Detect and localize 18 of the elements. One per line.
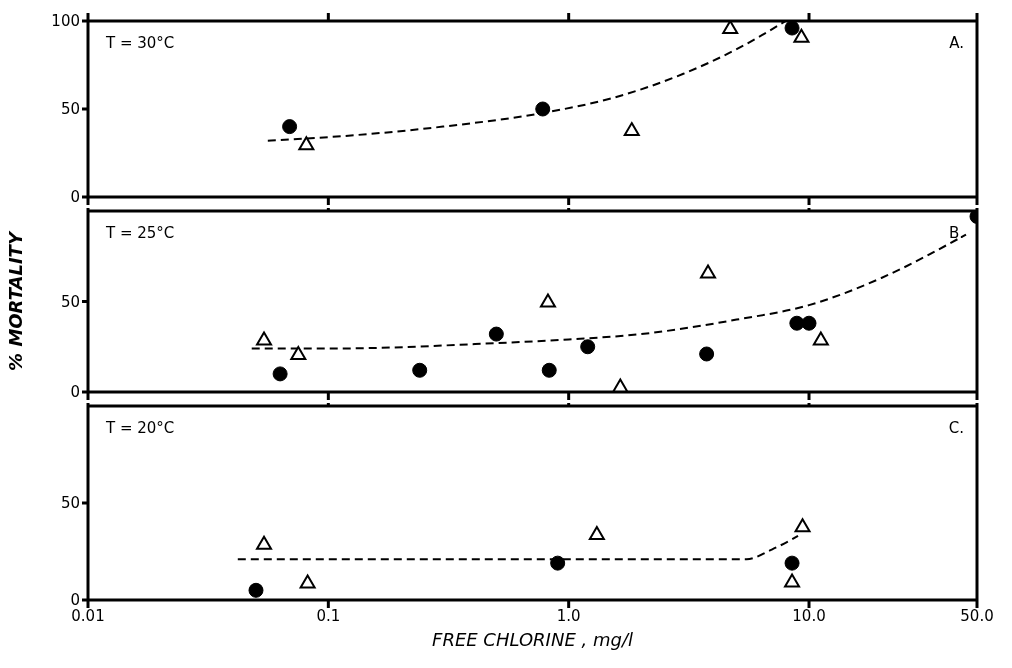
annotation: T = 25°C — [106, 224, 175, 242]
annotation: C. — [948, 419, 964, 437]
y-tick-label: 50 — [60, 292, 80, 311]
x-tick-label: 10.0 — [792, 606, 826, 625]
annotation: B. — [948, 224, 964, 242]
x-axis-title: FREE CHLORINE , mg/l — [432, 629, 633, 650]
y-tick-label: 50 — [60, 100, 80, 119]
x-tick-label: 50.0 — [960, 606, 994, 625]
y-tick-label: 0 — [70, 188, 80, 207]
y-tick-label: 100 — [51, 12, 80, 31]
annotation: T = 30°C — [106, 34, 175, 52]
x-tick-label: 1.0 — [556, 606, 581, 625]
y-tick-label: 0 — [70, 383, 80, 402]
annotation: T = 20°C — [106, 419, 175, 437]
y-axis-title: % MORTALITY — [5, 230, 27, 371]
x-tick-label: 0.1 — [316, 606, 341, 625]
y-tick-label: 50 — [60, 494, 80, 513]
annotation: A. — [949, 34, 964, 52]
